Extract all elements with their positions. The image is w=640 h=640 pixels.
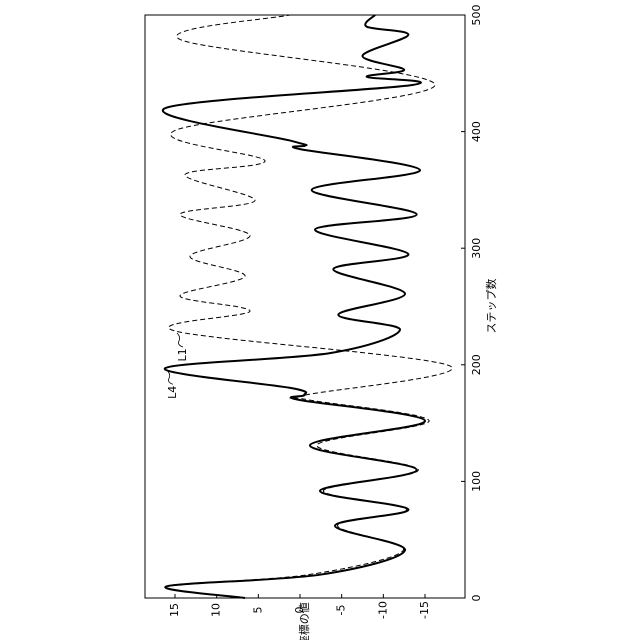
x-tick-label: 300 [470,238,483,259]
x-tick-label: 100 [470,471,483,492]
y-tick-label: 15 [168,603,181,617]
y-tick-label: -5 [335,605,348,616]
x-tick-label: 500 [470,5,483,26]
x-axis-label: ステップ数 [485,279,498,334]
line-series [163,15,425,598]
x-tick-label: 0 [470,595,483,602]
chart: ステップ数 X座標の値 0100200300400500-15-10-50510… [0,0,640,640]
line-series [166,15,453,598]
x-tick-label: 200 [470,354,483,375]
label-leader [177,333,183,347]
y-tick-label: 5 [251,607,264,614]
y-tick-label: -15 [418,601,431,619]
y-tick-label: 10 [210,603,223,617]
series-label: L4 [166,386,179,399]
y-tick-label: -10 [376,601,389,619]
x-tick-label: 400 [470,121,483,142]
series-label: L1 [176,348,189,361]
y-tick-label: 0 [293,607,306,614]
